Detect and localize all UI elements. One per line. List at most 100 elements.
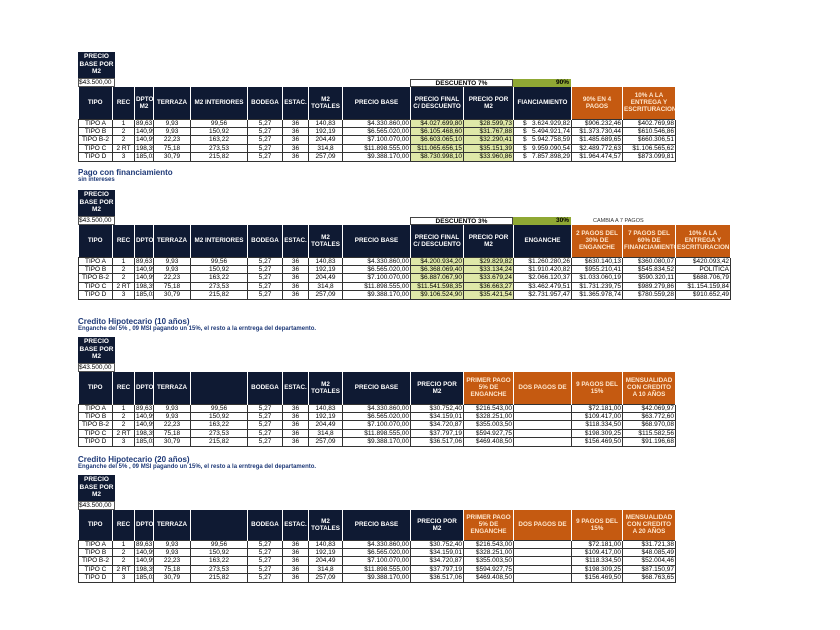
table-cell xyxy=(513,428,572,439)
base-price-label: PRECIO BASE POR M2 xyxy=(78,475,115,501)
table-cell: 215,82 xyxy=(190,573,248,583)
table-cell: $1.964.474,57 xyxy=(571,152,623,162)
table-row: TIPO B2140,999,93150,925,2736192,19$6.56… xyxy=(78,547,676,558)
table-cell: $36.517,06 xyxy=(410,437,464,447)
column-header: DOS PAGOS DE xyxy=(513,510,572,540)
table-cell: $1.033.060,19 xyxy=(571,273,623,283)
table-cell: $8.730.998,10 xyxy=(410,152,464,162)
table-cell: 36 xyxy=(282,290,309,300)
table-cell: $630.140,13 xyxy=(571,256,623,266)
table-cell: 30,79 xyxy=(153,290,191,300)
table-cell: 192,19 xyxy=(308,411,343,422)
table-cell: $360.080,07 xyxy=(622,256,676,266)
column-header: PRECIO POR M2 xyxy=(463,87,514,119)
table-cell: $780.559,28 xyxy=(622,290,676,300)
table-cell: $34.159,01 xyxy=(410,547,464,558)
table-cell: $989.279,86 xyxy=(622,281,676,292)
table-cell: 36 xyxy=(282,547,309,558)
column-header: 90% EN 4 PAGOS xyxy=(571,87,623,119)
table-cell: $873.099,81 xyxy=(622,152,676,162)
table-cell: 257,09 xyxy=(308,437,343,447)
header-row: TIPO REC DPTO TERRAZA BODEGA ESTAC. M2 TOTALES… xyxy=(78,510,676,540)
column-header: REC xyxy=(112,225,135,257)
table-cell: $6.565.020,00 xyxy=(342,126,411,137)
table-cell: $34.720,87 xyxy=(410,420,464,430)
table-row: TIPO B2140,999,93150,925,2736192,19$6.56… xyxy=(78,126,676,137)
table-cell: 273,53 xyxy=(190,428,248,439)
column-header: ESTAC. xyxy=(282,87,309,119)
table-cell: 5,27 xyxy=(247,273,283,283)
column-header: MENSUALIDAD CON CREDITO A 20 AÑOS xyxy=(622,510,676,540)
column-header: PRECIO BASE xyxy=(342,510,411,540)
table-cell: 150,92 xyxy=(190,547,248,558)
table-cell: $33.134,24 xyxy=(463,264,514,275)
table-cell: 314,8 xyxy=(308,564,343,575)
table-cell: 9,93 xyxy=(153,547,191,558)
column-header: 9 PAGOS DEL 15% xyxy=(571,372,623,404)
column-header: M2 TOTALES xyxy=(308,372,343,404)
table-cell: TIPO A xyxy=(78,256,113,266)
table-cell: $4.330.860,00 xyxy=(342,539,411,549)
table-cell: 150,92 xyxy=(190,264,248,275)
table-cell: $2.731.957,47 xyxy=(513,290,572,300)
table-cell: TIPO B xyxy=(78,547,113,558)
table-cell: 192,19 xyxy=(308,547,343,558)
table-cell: 273,53 xyxy=(190,281,248,292)
table-cell: 2 RT xyxy=(112,143,135,154)
column-header: PRECIO FINAL C/ DESCUENTO xyxy=(410,87,464,119)
table-cell: $955.210,41 xyxy=(571,264,623,275)
table-row: TIPO C2 RT198,3575,18273,535,2736314,8$1… xyxy=(78,428,676,439)
table-cell: 2 xyxy=(112,135,135,145)
table-cell: $118.334,50 xyxy=(571,420,623,430)
table-cell: $48.085,49 xyxy=(622,547,676,558)
column-header: M2 INTERIORES xyxy=(190,87,248,119)
table-cell: 89,63 xyxy=(134,256,154,266)
table-cell: $2.489.772,63 xyxy=(571,143,623,154)
table-cell: 1 xyxy=(112,256,135,266)
table-cell: $37.797,19 xyxy=(410,428,464,439)
column-header: TERRAZA xyxy=(153,225,191,257)
table-cell: 36 xyxy=(282,135,309,145)
table-cell: 36 xyxy=(282,143,309,154)
column-header: REC xyxy=(112,510,135,540)
table-cell: 3 xyxy=(112,152,135,162)
table-row: TIPO C2 RT198,3575,18273,535,2736314,8$1… xyxy=(78,143,676,154)
table-cell: 75,18 xyxy=(153,281,191,292)
column-header: 7 PAGOS DEL 60% DE FINANCIAMIENTO xyxy=(622,225,676,257)
table-cell: 5,27 xyxy=(247,152,283,162)
table-cell: $328.251,00 xyxy=(463,411,514,422)
table-cell: $11.898.555,00 xyxy=(342,428,411,439)
table-cell: 140,99 xyxy=(134,135,154,145)
column-header: PRECIO POR M2 xyxy=(410,372,464,404)
table-cell: $35.151,39 xyxy=(463,143,514,154)
table-cell: 5,27 xyxy=(247,143,283,154)
column-header: PRECIO BASE xyxy=(342,372,411,404)
table-row: TIPO C2 RT198,3575,18273,535,2736314,8$1… xyxy=(78,281,731,292)
table-row: TIPO D3185,0330,79215,825,2736257,09$9.3… xyxy=(78,573,676,583)
base-price-value: $43.500,00 xyxy=(78,363,115,372)
table-cell: $3.462.479,51 xyxy=(513,281,572,292)
column-header: ESTAC. xyxy=(282,510,309,540)
table-cell: $30.752,40 xyxy=(410,403,464,413)
table-cell: $52.004,46 xyxy=(622,556,676,566)
table-cell: 5,27 xyxy=(247,564,283,575)
table-cell: $1.910.420,82 xyxy=(513,264,572,275)
table-cell: 215,82 xyxy=(190,437,248,447)
table-cell: 163,22 xyxy=(190,556,248,566)
table-cell: 22,23 xyxy=(153,135,191,145)
column-header: ESTAC. xyxy=(282,372,309,404)
table-cell: $402.769,98 xyxy=(622,118,676,128)
table-cell: $109.417,00 xyxy=(571,411,623,422)
table-cell: 36 xyxy=(282,539,309,549)
table-cell: 30,79 xyxy=(153,152,191,162)
table-cell: $87.150,97 xyxy=(622,564,676,575)
table-row: TIPO B2140,999,93150,925,2736192,19$6.56… xyxy=(78,264,731,275)
table-cell: $910.652,49 xyxy=(675,290,731,300)
column-header: BODEGA xyxy=(247,372,283,404)
table-cell: $36.517,06 xyxy=(410,573,464,583)
table-cell xyxy=(513,556,572,566)
table-cell: $156.469,50 xyxy=(571,573,623,583)
table-cell: TIPO B-2 xyxy=(78,420,113,430)
table-cell: 140,99 xyxy=(134,547,154,558)
table-cell: 163,22 xyxy=(190,135,248,145)
